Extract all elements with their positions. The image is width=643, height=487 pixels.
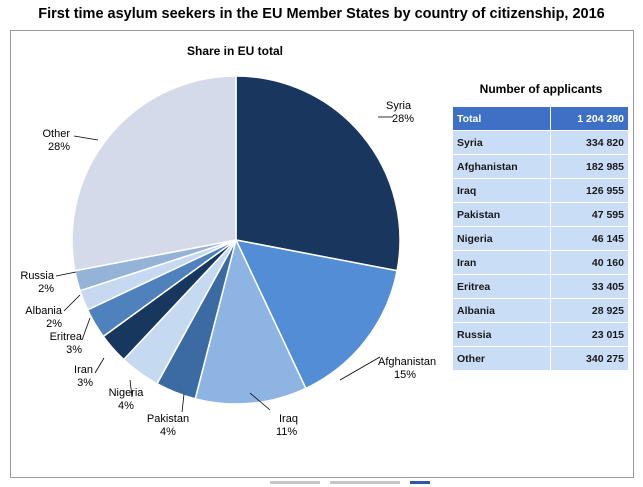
label-iran: Iran 3% bbox=[74, 364, 93, 389]
label-iraq: Iraq 11% bbox=[276, 413, 298, 438]
chart-title: First time asylum seekers in the EU Memb… bbox=[38, 6, 605, 22]
table-row: Nigeria 46 145 bbox=[452, 226, 630, 251]
table-row: Other 340 275 bbox=[452, 346, 630, 371]
table-cell-applicants: 340 275 bbox=[549, 346, 630, 371]
label-other: Other 28% bbox=[42, 128, 70, 153]
label-nigeria: Nigeria 4% bbox=[108, 387, 144, 412]
leader-line-albania bbox=[63, 294, 81, 312]
pie-slice-syria bbox=[235, 75, 401, 272]
table-cell-applicants: 126 955 bbox=[549, 178, 630, 203]
table-cell-applicants: 182 985 bbox=[549, 154, 630, 179]
leader-line-russia bbox=[55, 271, 77, 277]
table-title: Number of applicants bbox=[479, 82, 603, 96]
pie-slice-other bbox=[71, 75, 237, 272]
table-row: Syria 334 820 bbox=[452, 130, 630, 155]
label-afghanistan: Afghanistan 15% bbox=[378, 356, 437, 381]
table-cell-country: Iran bbox=[452, 250, 551, 275]
table-row: Afghanistan 182 985 bbox=[452, 154, 630, 179]
table-row: Albania 28 925 bbox=[452, 298, 630, 323]
leader-line-afghanistan bbox=[339, 356, 381, 381]
table-cell-country: Iraq bbox=[452, 178, 551, 203]
table-cell-country: Russia bbox=[452, 322, 551, 347]
table-row: Pakistan 47 595 bbox=[452, 202, 630, 227]
leader-line-eritrea bbox=[81, 317, 91, 341]
chart-frame bbox=[10, 30, 634, 478]
leader-line-other bbox=[73, 135, 99, 141]
leader-line-iraq bbox=[249, 392, 271, 411]
label-albania: Albania 2% bbox=[25, 305, 62, 330]
table-cell-country: Eritrea bbox=[452, 274, 551, 299]
table-row: Iran 40 160 bbox=[452, 250, 630, 275]
table-cell-applicants: 40 160 bbox=[549, 250, 630, 275]
table-cell-country: Albania bbox=[452, 298, 551, 323]
label-syria: Syria 28% bbox=[386, 100, 415, 125]
table-row: Russia 23 015 bbox=[452, 322, 630, 347]
table-cell-applicants: 33 405 bbox=[549, 274, 630, 299]
table-cell-applicants: 47 595 bbox=[549, 202, 630, 227]
table-row: Iraq 126 955 bbox=[452, 178, 630, 203]
table-cell-applicants: 1 204 280 bbox=[549, 106, 630, 131]
label-russia: Russia 2% bbox=[20, 270, 54, 295]
table-cell-applicants: 28 925 bbox=[549, 298, 630, 323]
pie-title: Share in EU total bbox=[186, 44, 284, 58]
table-cell-country: Total bbox=[452, 106, 551, 131]
pie-slice-afghanistan bbox=[234, 238, 398, 390]
applicants-table: Total 1 204 280 Syria 334 820 Afghanistan 182… bbox=[452, 106, 630, 371]
table-row: Eritrea 33 405 bbox=[452, 274, 630, 299]
label-eritrea: Eritrea 3% bbox=[49, 331, 82, 356]
table-cell-country: Other bbox=[452, 346, 551, 371]
table-cell-applicants: 334 820 bbox=[549, 130, 630, 155]
table-cell-country: Syria bbox=[452, 130, 551, 155]
pie-slice-iraq bbox=[194, 237, 307, 405]
leader-line-nigeria bbox=[129, 379, 133, 398]
table-row: Total 1 204 280 bbox=[452, 106, 630, 131]
leader-line-iran bbox=[94, 357, 105, 374]
table-cell-country: Pakistan bbox=[452, 202, 551, 227]
leader-line-pakistan bbox=[181, 393, 185, 413]
table-cell-applicants: 23 015 bbox=[549, 322, 630, 347]
label-pakistan: Pakistan 4% bbox=[146, 413, 190, 438]
table-cell-country: Afghanistan bbox=[452, 154, 551, 179]
footer-logo-fragment bbox=[270, 480, 430, 485]
table-cell-country: Nigeria bbox=[452, 226, 551, 251]
table-cell-applicants: 46 145 bbox=[549, 226, 630, 251]
